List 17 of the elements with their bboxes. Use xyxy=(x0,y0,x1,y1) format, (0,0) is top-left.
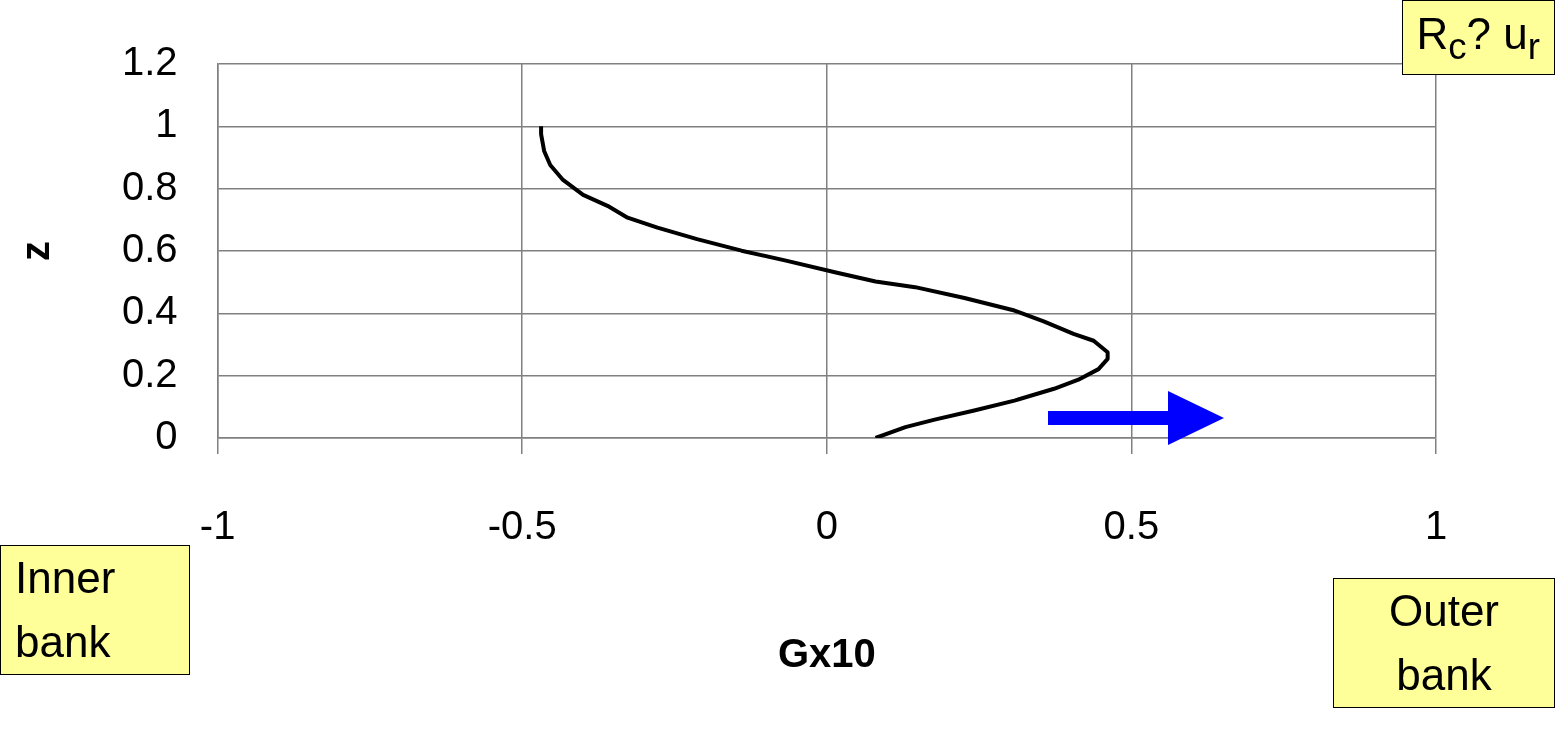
x-tick-label: 0.5 xyxy=(1103,503,1160,548)
y-tick-label: 0.8 xyxy=(122,163,178,208)
x-tick-label: -0.5 xyxy=(487,503,557,548)
text: Inner bank xyxy=(0,545,190,675)
text: Outer bank xyxy=(1333,578,1555,708)
x-tick-label: -1 xyxy=(199,503,236,548)
y-tick-label: 0 xyxy=(155,413,178,458)
annotation: R$_{c}$? u$_{r}$ xyxy=(1401,0,1555,75)
x-axis-title: Gx10 xyxy=(777,631,876,676)
y-tick-label: 0.2 xyxy=(122,350,178,395)
y-tick-label: 0.4 xyxy=(122,288,178,333)
y-tick-label: 1.2 xyxy=(122,39,178,84)
y-axis-title: z xyxy=(13,241,58,261)
y-tick-label: 0.6 xyxy=(122,226,178,271)
x-tick-label: 1 xyxy=(1424,503,1448,548)
y-tick-label: 1 xyxy=(155,101,178,146)
x-tick-label: 0 xyxy=(815,503,838,548)
